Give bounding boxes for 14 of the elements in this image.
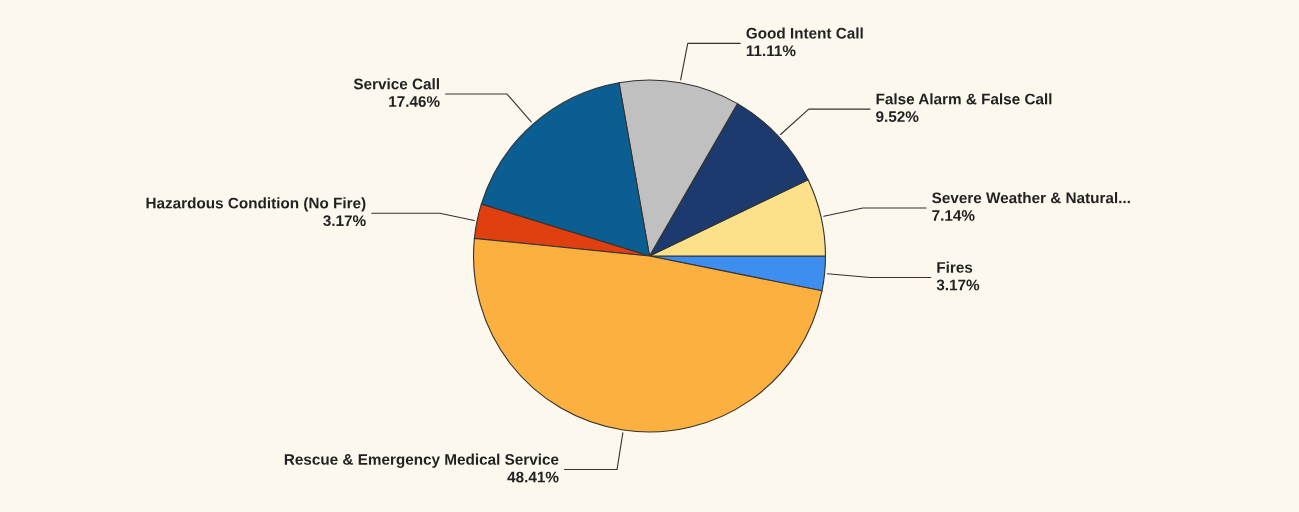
data-label: 7.14% — [932, 210, 975, 221]
slice-label: Service Call — [353, 78, 439, 90]
data-label: 9.52% — [876, 111, 919, 123]
data-label: 48.41% — [507, 471, 559, 483]
slice-label: Hazardous Condition (No Fire) — [146, 197, 366, 212]
slice-label: Rescue & Emergency Medical Service — [284, 453, 559, 468]
data-label: 17.46% — [389, 96, 440, 107]
slice-label: Fires — [937, 261, 973, 273]
data-label: 3.17% — [323, 215, 366, 227]
slice-label: Good Intent Call — [746, 27, 863, 39]
data-label: 3.17% — [936, 279, 980, 291]
slice-label: False Alarm & False Call — [876, 93, 1052, 105]
slice-label: Severe Weather & Natural... — [932, 192, 1130, 204]
data-label: 11.11% — [746, 45, 796, 57]
